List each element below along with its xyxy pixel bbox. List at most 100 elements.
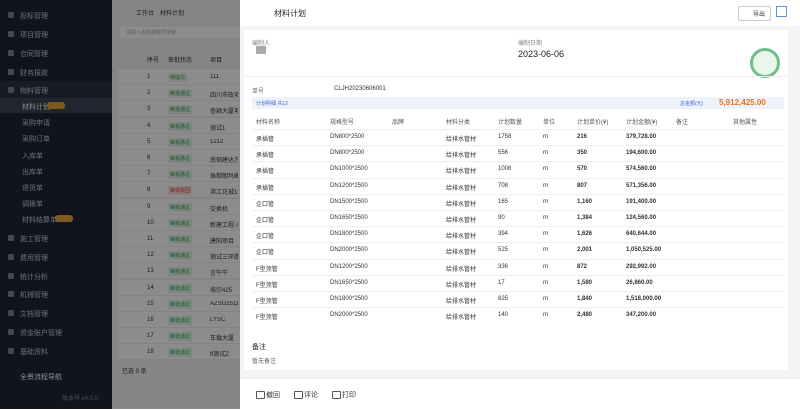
project-name: 唐阳项目 [210,239,235,245]
project-name: LYSC [210,317,226,323]
total: 5,912,425.00 [719,98,766,107]
submenu-item[interactable]: 退货单 [22,185,43,192]
cell: 1,580 [577,279,593,286]
project-name: 查颖大厦项目 [210,109,238,116]
status-tag: 审批通过 [168,154,193,163]
number-label: 单号 [252,89,265,95]
table-header: 项目 [210,58,223,64]
remark: 暂无备注 [252,359,277,365]
search-input[interactable]: 请输入名称或编号搜索 [120,27,244,38]
menu-icon [8,235,14,241]
menu-item[interactable]: 费用管理 [20,254,48,262]
project-name: 言午牛 [210,271,229,278]
menu-icon [8,87,14,93]
project-name: 四川市政项目 [210,93,238,100]
column-header: 计划单价(¥) [577,120,609,126]
cell: 347,200.00 [626,312,657,319]
drawer-footer: 撤回 评论 打印 [240,378,800,410]
breadcrumb: 材料计划 [160,11,185,17]
action-button[interactable]: 撤回 [266,392,280,399]
row-line [252,177,784,179]
menu-item[interactable]: 资金账户管理 [20,330,62,337]
menu-icon [8,253,14,260]
preparer-label: 编制人 [252,41,271,47]
submenu-item[interactable]: 材料结算单 [22,217,57,225]
menu-icon [8,272,14,279]
project-name: AZSG25113 [210,300,238,307]
menu-item[interactable]: 物料管理 [20,88,48,95]
cell: 292,992.00 [626,263,657,270]
menu-item[interactable]: 施工管理 [20,236,48,243]
cell: DN800*2500 [330,134,365,140]
cell: m [543,247,548,254]
column-header: 计划金额(¥) [626,120,658,126]
cell: DN2000*2500 [330,247,368,254]
row-index: 1 [147,74,151,80]
menu-item[interactable]: 财务报款 [20,70,48,77]
detail-card: 编制人 编制日期 2023-06-06 单号 CLJH20230606001 计… [244,30,788,360]
cell: 379,728.00 [626,134,657,140]
drawer-header: 材料计划 导出 [240,0,800,26]
submenu-item[interactable]: 入库单 [22,152,43,160]
menu-icon [8,347,14,354]
menu-item[interactable]: 文档管理 [20,311,48,319]
detail-table: 材料名称 规格型号 品牌 材料分类 计划数量 单位 计划单价(¥) 计划金额(¥) 备注 其他属性… [252,112,784,322]
cell: 给排水管材 [446,201,477,208]
menu-item[interactable]: 合同管理 [20,51,48,58]
action-icon [332,391,341,399]
cell: 216 [577,134,588,140]
cell: m [543,215,548,221]
row-line [252,161,784,163]
row-index: 15 [147,300,154,307]
cell: 企口管 [256,250,275,257]
cell: DN1000*2500 [330,166,368,173]
row-line [252,258,784,260]
cell: m [543,198,548,205]
cell: 企口管 [256,201,275,208]
row-index: 3 [147,106,151,113]
submenu-item[interactable]: 材料计划 [22,104,50,111]
menu-icon [8,291,14,298]
menu-item[interactable]: 项目管理 [20,32,48,39]
submenu-item[interactable]: 调拨单 [22,201,43,209]
cell: 556 [498,150,509,157]
menu-item[interactable]: 机械管理 [20,292,48,300]
row-index: 5 [147,138,151,145]
column-header: 品牌 [392,120,405,126]
sidebar: 投标管理项目管理合同管理财务报款物料管理材料计划采购申请采购订单入库单出库单退货… [0,0,112,409]
list-page: 工作台 材料计划 请输入名称或编号搜索 序号 审批状态 项目 1 待提交 111 2 审批通过 四川市… [112,0,244,409]
menu-item[interactable]: 基础资料 [20,348,48,356]
row-line [252,226,784,228]
submenu-item[interactable]: 出库单 [22,168,43,176]
submenu-item[interactable]: 采购申请 [22,120,50,128]
cell: 给排水管材 [446,169,477,176]
cell: 给排水管材 [446,234,477,241]
menu-item[interactable]: 投标管理 [20,13,48,20]
column-header: 规格型号 [330,120,355,126]
action-icon [256,391,265,399]
row-line [252,210,784,211]
action-button[interactable]: 打印 [342,392,356,399]
menu-icon [8,310,14,317]
row-line [252,129,784,130]
row-index: 18 [147,349,154,356]
cell: DN1650*2500 [330,215,368,221]
export-button[interactable]: 导出 [738,6,772,21]
cell: 394 [498,231,509,238]
total-label: 总金额(元) [680,101,704,107]
cell: 825 [498,296,509,302]
fullscreen-icon[interactable] [776,6,787,17]
status-tag: 审批通过 [168,89,193,99]
cell: 571,356.00 [626,182,657,189]
cell: 140 [498,312,509,319]
status-tag: 审批通过 [168,105,193,115]
number: CLJH20230606001 [334,86,386,92]
overlay-mask[interactable] [0,0,240,409]
submenu-item[interactable]: 采购订单 [22,136,50,144]
cell: m [543,263,548,270]
cell: m [543,296,548,302]
column-header: 计划数量 [498,120,523,126]
menu-item[interactable]: 统计分析 [20,273,48,281]
nav-link[interactable]: 全景流程导航 [20,374,62,381]
action-button[interactable]: 评论 [304,392,318,399]
